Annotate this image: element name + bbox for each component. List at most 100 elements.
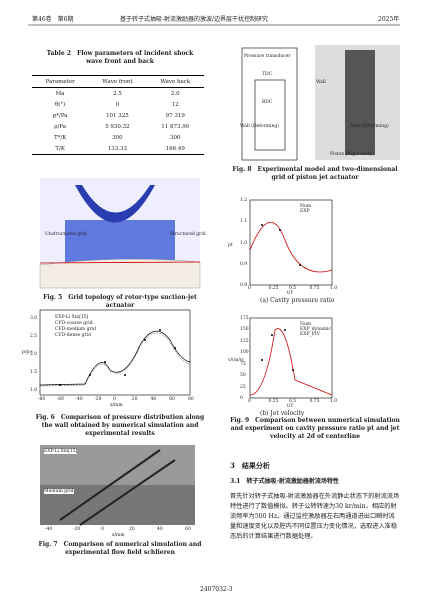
fig-label: Unstructured grid bbox=[45, 232, 87, 237]
fig-label: Wall bbox=[316, 80, 326, 85]
subfig-caption: (b) Jet velocity bbox=[260, 410, 305, 417]
x-tick-label: -80 bbox=[38, 397, 46, 402]
fig-label: Structured grid bbox=[170, 232, 206, 237]
fig-label: Wall (Deforming) bbox=[240, 124, 280, 129]
table-cell: 166.49 bbox=[146, 143, 204, 155]
x-tick-label: 0 bbox=[113, 397, 116, 402]
legend-entry: EXP bbox=[300, 209, 310, 214]
header-title: 基于转子式抽吸-射流激励器的激波/边界层干扰控制研究 bbox=[120, 16, 269, 23]
legend-entry: CFD-coarse grid bbox=[55, 321, 93, 326]
table-cell: 2.0 bbox=[170, 90, 180, 97]
table-caption: Table 2 Flow parameters of incident shoc… bbox=[46, 50, 194, 65]
table-cell: θ(°) bbox=[54, 101, 66, 108]
y-axis-label: pt bbox=[228, 242, 233, 248]
x-tick-label: 0.5 bbox=[289, 399, 297, 404]
table-cell: 2.5 bbox=[113, 90, 122, 97]
subsection-heading: 3.1 转子式抽吸-射流激励器射流场特性 bbox=[230, 478, 339, 485]
y-tick-label: 50 bbox=[240, 373, 246, 379]
y-tick-label: 3.0 bbox=[30, 316, 38, 321]
x-tick-label: 40 bbox=[150, 397, 157, 402]
x-tick-label: 0.25 bbox=[268, 399, 279, 404]
x-tick-label: -60 bbox=[56, 397, 64, 402]
x-tick-label: 0 bbox=[101, 527, 104, 532]
y-tick-label: 175 bbox=[240, 316, 249, 321]
table-cell: 5 930.32 bbox=[105, 123, 130, 130]
y-tick-label: 150 bbox=[240, 327, 249, 333]
x-tick-label: 0 bbox=[248, 399, 251, 404]
x-axis-label: t/T bbox=[287, 404, 294, 409]
fig-label: EXP-Li Xin[15] bbox=[44, 449, 78, 454]
table-row: θ(°) 0 12 bbox=[32, 99, 204, 110]
y-axis-label: p/p∞ bbox=[22, 350, 34, 355]
table-cell: p*/Pa bbox=[52, 112, 68, 119]
table-cell: Wave front bbox=[88, 75, 147, 88]
fig-caption: Fig. 6 Comparison of pressure distributi… bbox=[35, 414, 205, 437]
table-cell: Wave back bbox=[146, 75, 204, 88]
table-row: ρ/Pa 5 930.32 11 873.90 bbox=[32, 121, 204, 132]
y-tick-label: 1.1 bbox=[240, 219, 248, 225]
table-cell: 11 873.90 bbox=[161, 123, 190, 130]
table-cell: 97 319 bbox=[165, 112, 185, 119]
y-tick-label: 100 bbox=[240, 350, 249, 356]
x-tick-label: 20 bbox=[131, 397, 138, 402]
section-heading: 3 结果分析 bbox=[230, 461, 270, 470]
x-tick-label: 0.25 bbox=[268, 286, 279, 291]
x-tick-label: 60 bbox=[169, 397, 175, 402]
table-cell: Ma bbox=[55, 90, 65, 97]
fig-label: Piston (Rigid body) bbox=[330, 152, 374, 157]
x-axis-label: x/mm bbox=[110, 403, 123, 408]
y-tick-label: 1.5 bbox=[30, 370, 38, 375]
legend-entry: Num bbox=[300, 204, 312, 209]
y-tick-label: 1.0 bbox=[240, 240, 248, 246]
y-axis-label: v/(m/s) bbox=[228, 358, 244, 363]
fig-label: TDC bbox=[262, 72, 273, 77]
x-tick-label: 0.75 bbox=[309, 399, 320, 404]
fig-caption: Fig. 9 Comparison between numerical simu… bbox=[230, 417, 400, 440]
x-tick-label: -20 bbox=[73, 527, 81, 532]
x-axis-label: x/mm bbox=[112, 533, 125, 538]
legend-entry: Num bbox=[300, 322, 312, 327]
x-tick-label: -40 bbox=[75, 397, 83, 402]
x-axis-label: t/T bbox=[287, 291, 294, 296]
subfig-caption: (a) Cavity pressure ratio bbox=[260, 297, 335, 304]
table: Parameter Wave front Wave back Ma 2.5 2.0 θ(°)… bbox=[32, 75, 204, 155]
fig-label: Medium grid bbox=[44, 489, 74, 494]
y-tick-label: 0.9 bbox=[240, 261, 248, 267]
fig-label: Pressure transducer bbox=[244, 54, 291, 59]
legend-entry: CFD-dense grid bbox=[55, 333, 91, 338]
table-row: T*/K 300 300 bbox=[32, 132, 204, 143]
table-cell: Parameter bbox=[32, 75, 89, 88]
x-tick-label: 80 bbox=[188, 397, 194, 402]
table-row: T/K 133.33 166.49 bbox=[32, 143, 204, 155]
legend-entry: CFD-medium grid bbox=[55, 327, 96, 332]
table-cell: T*/K bbox=[53, 134, 67, 141]
x-tick-label: 40 bbox=[157, 527, 163, 532]
table-cell: 0 bbox=[115, 101, 120, 108]
fig-caption: Fig. 8 Experimental model and two-dimens… bbox=[232, 166, 398, 181]
legend-entry: EXP_dynamic bbox=[300, 327, 331, 332]
x-tick-label: 20 bbox=[129, 527, 135, 532]
fig-caption: Fig. 5 Grid topology of rotor-type sucti… bbox=[43, 294, 197, 309]
table-cell: T/K bbox=[32, 143, 89, 155]
y-tick-label: 2.5 bbox=[30, 334, 38, 339]
x-tick-label: -20 bbox=[94, 397, 102, 402]
table-cell: 12 bbox=[171, 101, 179, 108]
table-cell: 300 bbox=[112, 134, 123, 141]
y-tick-label: 2.0 bbox=[30, 352, 38, 357]
x-tick-label: 1.0 bbox=[330, 399, 338, 404]
x-tick-label: 1.0 bbox=[330, 286, 338, 291]
header-volume: 第46卷 第6期 bbox=[32, 16, 74, 23]
table-row: Parameter Wave front Wave back bbox=[32, 75, 204, 88]
fig-label: BDC bbox=[262, 100, 273, 105]
x-tick-label: -40 bbox=[45, 527, 53, 532]
y-tick-label: 1.0 bbox=[30, 388, 38, 393]
table-cell: 300 bbox=[170, 134, 181, 141]
legend-entry: EXP-Li Xin[15] bbox=[55, 315, 89, 320]
x-tick-label: 0.75 bbox=[309, 286, 320, 291]
paragraph: 首先针对转子式抽吸-射流激励器在外流静止状态下的射流流场特性进行了数值模拟。转子… bbox=[230, 493, 400, 540]
x-tick-label: 0 bbox=[248, 286, 251, 291]
footer: 2407032-3 bbox=[200, 586, 233, 593]
legend-entry: EXP_PIV bbox=[300, 332, 320, 337]
